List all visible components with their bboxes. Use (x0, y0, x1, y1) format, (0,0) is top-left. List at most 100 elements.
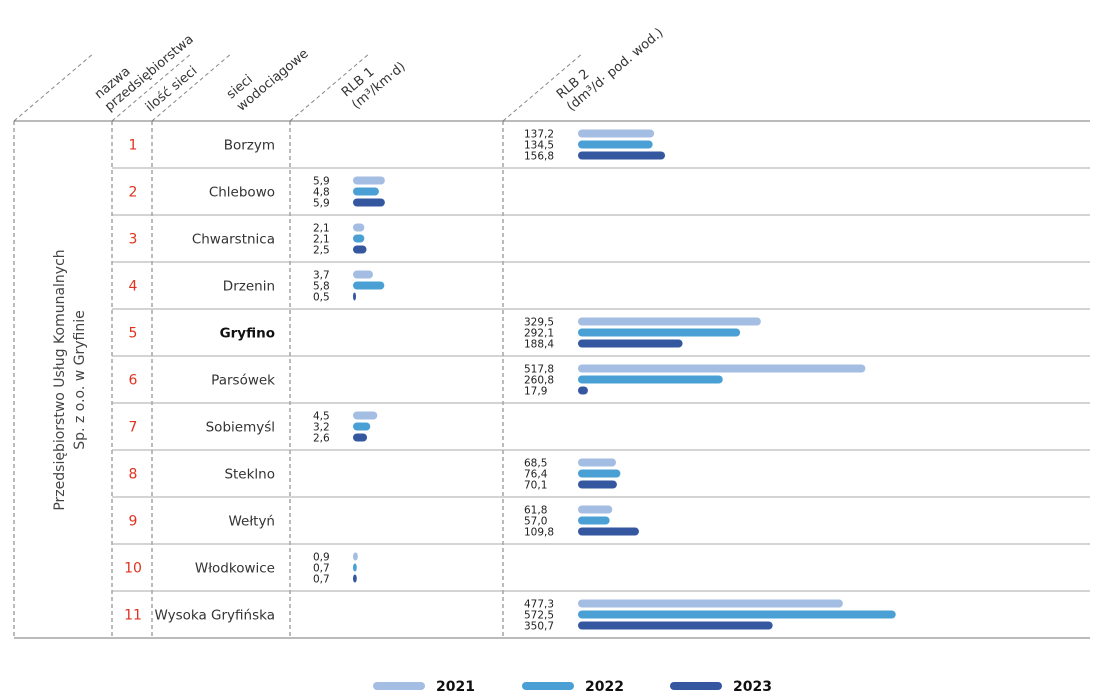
network-name: Chwarstnica (192, 232, 275, 248)
rlb1-value-label: 0,5 (313, 292, 330, 304)
rlb2-value-label: 109,8 (524, 527, 554, 539)
rlb2-value-label: 68,5 (524, 458, 547, 470)
legend: 2021 2022 2023 (373, 679, 772, 693)
rlb2-bar-2023 (578, 621, 773, 630)
rlb2-bar-2021 (578, 458, 617, 467)
rlb1-value-label: 2,1 (313, 234, 330, 246)
rlb2-value-label: 156,8 (524, 151, 554, 163)
rlb2-value-label: 477,3 (524, 599, 554, 611)
rlb2-bar-2022 (578, 140, 653, 149)
header-divider (13, 52, 95, 122)
row-index: 1 (129, 138, 138, 154)
rlb1-bar-2022 (353, 281, 385, 290)
row-index: 7 (129, 420, 138, 436)
header-divider (502, 52, 584, 122)
rlb2-bar-2022 (578, 469, 621, 478)
entity-label: Przedsiębiorstwo Usług Komunalnych Sp. z… (52, 249, 88, 510)
rlb1-bar-2022 (353, 422, 371, 431)
rlb1-value-label: 0,7 (313, 574, 330, 586)
rlb2-bar-2021 (578, 129, 655, 138)
rlb2-value-label: 260,8 (524, 375, 554, 387)
rlb1-value-label: 5,9 (313, 198, 330, 210)
row-index: 4 (129, 279, 138, 295)
rlb2-value-label: 329,5 (524, 317, 554, 329)
rlb1-bar-2021 (353, 411, 378, 420)
rlb1-bar-2023 (353, 245, 367, 254)
legend-label-2021: 2021 (436, 679, 475, 693)
rlb1-bar-2022 (353, 563, 357, 572)
row-index: 11 (124, 608, 142, 624)
network-name: Drzenin (223, 279, 275, 295)
rlb1-bar-2021 (353, 176, 385, 185)
network-name: Gryfino (220, 326, 275, 342)
table-row: 2 Chlebowo 5,94,85,9 (129, 176, 385, 210)
rlb2-bar-2022 (578, 610, 896, 619)
legend-swatch-2022 (522, 682, 574, 690)
rlb2-bar-2023 (578, 480, 617, 489)
rlb2-bar-2023 (578, 339, 683, 348)
rlb1-value-label: 0,7 (313, 563, 330, 575)
column-headers: nazwa przedsiębiorstwa ilość sieci sieci… (92, 25, 667, 115)
rlb1-value-label: 2,1 (313, 223, 330, 235)
rlb1-value-label: 2,5 (313, 245, 330, 257)
rlb2-value-label: 17,9 (524, 386, 547, 398)
rlb1-value-label: 4,5 (313, 411, 330, 423)
rlb2-bar-2023 (578, 386, 588, 395)
rlb1-bar-2022 (353, 187, 379, 196)
rlb2-value-label: 517,8 (524, 364, 554, 376)
rlb2-value-label: 61,8 (524, 505, 547, 517)
rlb2-value-label: 70,1 (524, 480, 547, 492)
rlb2-bar-2021 (578, 505, 613, 514)
rlb2-value-label: 57,0 (524, 516, 547, 528)
row-index: 9 (129, 514, 138, 530)
rlb1-bar-2023 (353, 198, 385, 207)
network-name: Wysoka Gryfińska (155, 608, 276, 624)
network-name: Chlebowo (209, 185, 275, 201)
rlb2-value-label: 134,5 (524, 140, 554, 152)
header-divider (151, 52, 233, 122)
rlb2-bar-2022 (578, 375, 723, 384)
rlb1-bar-2022 (353, 234, 365, 243)
header-divider (289, 52, 371, 122)
network-name: Wełtyń (228, 514, 275, 530)
network-name: Parsówek (211, 373, 275, 389)
rlb2-value-label: 350,7 (524, 621, 554, 633)
row-index: 10 (124, 561, 142, 577)
rlb2-value-label: 292,1 (524, 328, 554, 340)
rlb1-value-label: 5,8 (313, 281, 330, 293)
rlb1-bar-2023 (353, 292, 356, 301)
rlb1-bar-2021 (353, 270, 373, 279)
row-index: 2 (129, 185, 138, 201)
row-index: 6 (129, 373, 138, 389)
rlb2-bar-2023 (578, 527, 639, 536)
network-name: Borzym (224, 138, 275, 154)
rlb1-value-label: 4,8 (313, 187, 330, 199)
legend-swatch-2021 (373, 682, 425, 690)
rlb2-bar-2021 (578, 599, 843, 608)
rlb2-bar-2023 (578, 151, 666, 160)
rlb2-bar-2022 (578, 516, 610, 525)
network-name: Włodkowice (195, 561, 275, 577)
rlb1-bar-2023 (353, 433, 368, 442)
rlb1-bar-2021 (353, 552, 358, 561)
row-index: 3 (129, 232, 138, 248)
legend-swatch-2023 (670, 682, 722, 690)
rlb1-bar-2021 (353, 223, 365, 232)
row-index: 8 (129, 467, 138, 483)
rlb2-bar-2021 (578, 364, 866, 373)
legend-label-2022: 2022 (585, 679, 624, 693)
table-lines (13, 52, 1090, 639)
table-row: 4 Drzenin 3,75,80,5 (129, 270, 385, 304)
rlb2-value-label: 137,2 (524, 129, 554, 141)
rlb1-value-label: 3,7 (313, 270, 330, 282)
rlb1-value-label: 2,6 (313, 433, 330, 445)
header-divider (111, 52, 193, 122)
rlb2-value-label: 572,5 (524, 610, 554, 622)
